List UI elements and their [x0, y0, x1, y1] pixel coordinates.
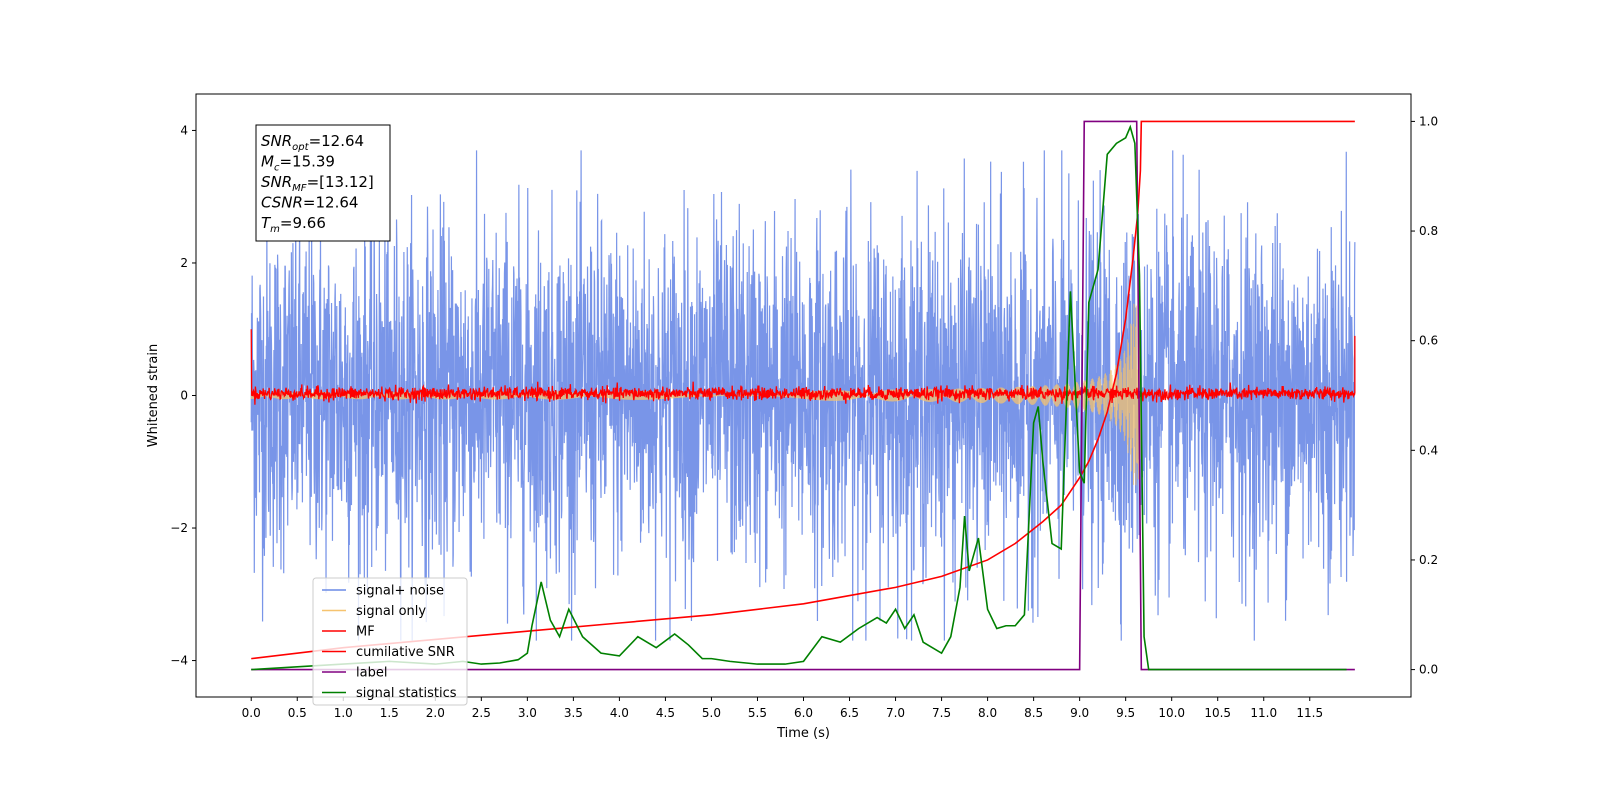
x-tick-label: 5.5 [748, 706, 767, 720]
y-right-tick-label: 0.0 [1419, 663, 1438, 677]
y-tick-label: 0 [180, 389, 188, 403]
annotation-line: SNRMF=[13.12] [261, 173, 374, 194]
x-tick-label: 8.5 [1024, 706, 1043, 720]
y-axis-ticks: −4 −2 0 2 4 [170, 123, 196, 668]
annotation-line: CSNR=12.64 [261, 194, 358, 212]
y-right-tick-label: 1.0 [1419, 114, 1438, 128]
y-right-tick-label: 0.4 [1419, 443, 1438, 457]
x-tick-label: 9.0 [1070, 706, 1089, 720]
x-tick-label: 3.0 [518, 706, 537, 720]
y-axis-label: Whitened strain [146, 344, 161, 447]
y-right-tick-label: 0.8 [1419, 224, 1438, 238]
legend-label: label [356, 666, 387, 681]
x-tick-label: 8.0 [978, 706, 997, 720]
series-cumulative-snr-line [251, 120, 1355, 660]
legend-label: signal statistics [356, 686, 457, 701]
legend-label: signal only [356, 604, 426, 619]
x-tick-label: 0.0 [242, 706, 261, 720]
x-tick-label: 2.5 [472, 706, 491, 720]
x-tick-label: 5.0 [702, 706, 721, 720]
x-tick-label: 1.5 [380, 706, 399, 720]
y-tick-label: −2 [170, 521, 188, 535]
x-tick-label: 6.5 [840, 706, 859, 720]
annotation-line: SNRopt=12.64 [261, 132, 364, 153]
plot-content [250, 120, 1356, 671]
series-signal-noise-line [250, 150, 1356, 641]
y-right-axis-ticks: 0.0 0.2 0.4 0.6 0.8 1.0 [1411, 114, 1438, 677]
x-tick-label: 1.0 [334, 706, 353, 720]
x-tick-label: 10.0 [1158, 706, 1185, 720]
x-tick-label: 2.0 [426, 706, 445, 720]
x-tick-label: 11.5 [1296, 706, 1323, 720]
annotation-line: Mc=15.39 [261, 153, 335, 174]
x-axis-label: Time (s) [776, 726, 830, 741]
y-tick-label: 4 [180, 123, 188, 137]
annotation-frame [255, 124, 391, 242]
x-tick-label: 7.0 [886, 706, 905, 720]
x-tick-label: 9.5 [1116, 706, 1135, 720]
legend: signal+ noise signal only MF cumilative SNR… [312, 577, 468, 706]
y-tick-label: 2 [180, 256, 188, 270]
y-tick-label: −4 [170, 654, 188, 668]
legend-label: cumilative SNR [356, 645, 455, 660]
x-axis-ticks: 0.0 0.5 1.0 1.5 2.0 2.5 3.0 3.5 4.0 4.5 5.0 5.5 6.0 6… [242, 697, 1323, 720]
annotation-box: SNRopt=12.64Mc=15.39SNRMF=[13.12]CSNR=12… [255, 124, 391, 242]
x-tick-label: 10.5 [1204, 706, 1231, 720]
series-mf-line [250, 329, 1356, 405]
legend-label: signal+ noise [356, 584, 444, 599]
legend-label: MF [356, 625, 375, 640]
series-signal-statistics-line [251, 124, 1347, 671]
x-tick-label: 4.0 [610, 706, 629, 720]
legend-frame [312, 577, 468, 706]
x-tick-label: 6.0 [794, 706, 813, 720]
annotation-line: Tm=9.66 [261, 214, 326, 235]
x-tick-label: 4.5 [656, 706, 675, 720]
x-tick-label: 3.5 [564, 706, 583, 720]
x-tick-label: 7.5 [932, 706, 951, 720]
x-tick-label: 11.0 [1250, 706, 1277, 720]
x-tick-label: 0.5 [288, 706, 307, 720]
y-right-tick-label: 0.6 [1419, 334, 1438, 348]
y-right-tick-label: 0.2 [1419, 553, 1438, 567]
